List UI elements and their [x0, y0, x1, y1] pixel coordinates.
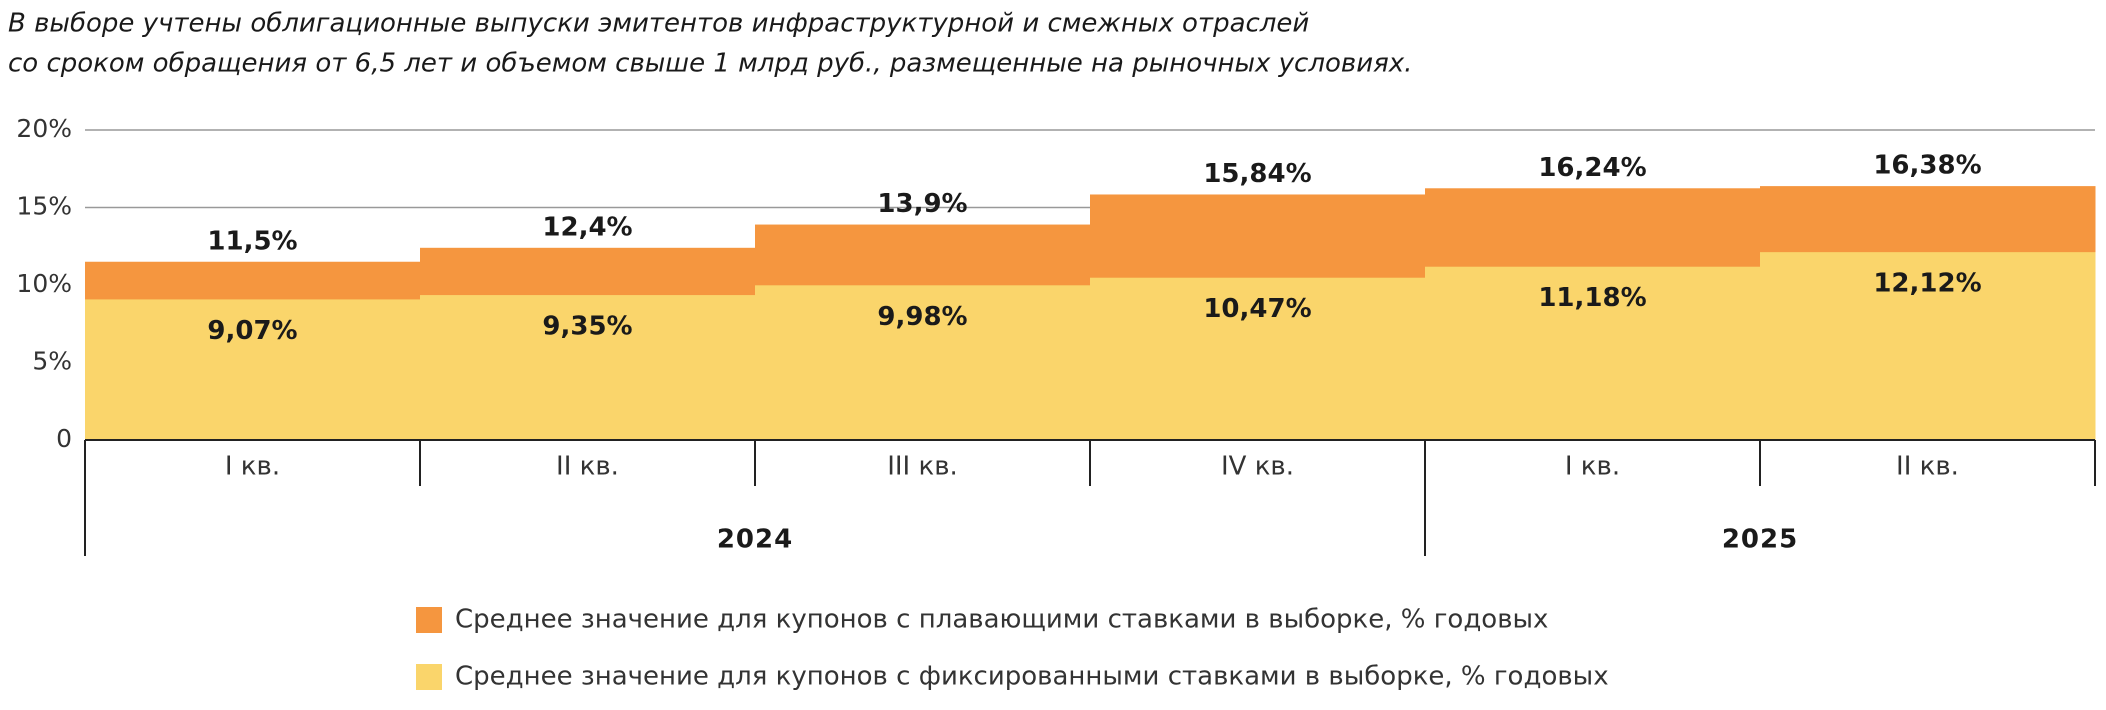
area-step	[1760, 252, 2096, 440]
value-label: 16,38%	[1873, 151, 1981, 181]
group-label: 2024	[717, 525, 793, 555]
x-tick-label: III кв.	[887, 452, 958, 482]
legend-label: Среднее значение для купонов с фиксирова…	[455, 662, 1609, 692]
area-step	[85, 299, 421, 440]
x-tick-label: II кв.	[556, 452, 619, 482]
subtitle: со сроком обращения от 6,5 лет и объемом…	[8, 49, 1412, 79]
value-label: 12,4%	[542, 212, 632, 242]
area-step	[1090, 277, 1426, 440]
y-tick-label: 0	[56, 424, 72, 453]
value-label: 13,9%	[877, 189, 967, 219]
legend-swatch	[416, 664, 442, 690]
x-tick-label: I кв.	[225, 452, 280, 482]
value-label: 11,18%	[1538, 283, 1646, 313]
value-label: 9,35%	[542, 312, 632, 342]
x-tick-label: II кв.	[1896, 452, 1959, 482]
value-label: 9,98%	[877, 302, 967, 332]
y-tick-label: 10%	[16, 269, 72, 298]
area-step	[755, 285, 1091, 440]
area-step	[420, 295, 756, 440]
value-label: 15,84%	[1203, 159, 1311, 189]
legend-swatch	[416, 607, 442, 633]
legend-label: Среднее значение для купонов с плавающим…	[455, 605, 1548, 635]
value-label: 16,24%	[1538, 153, 1646, 183]
area-step	[1425, 266, 1761, 440]
y-tick-label: 20%	[16, 114, 72, 143]
group-label: 2025	[1722, 525, 1798, 555]
value-label: 10,47%	[1203, 294, 1311, 324]
y-tick-label: 15%	[16, 192, 72, 221]
value-label: 12,12%	[1873, 269, 1981, 299]
x-tick-label: I кв.	[1565, 452, 1620, 482]
value-label: 9,07%	[207, 316, 297, 346]
y-tick-label: 5%	[32, 347, 72, 376]
x-tick-label: IV кв.	[1221, 452, 1294, 482]
value-label: 11,5%	[207, 226, 297, 256]
subtitle: В выборе учтены облигационные выпуски эм…	[8, 9, 1309, 39]
